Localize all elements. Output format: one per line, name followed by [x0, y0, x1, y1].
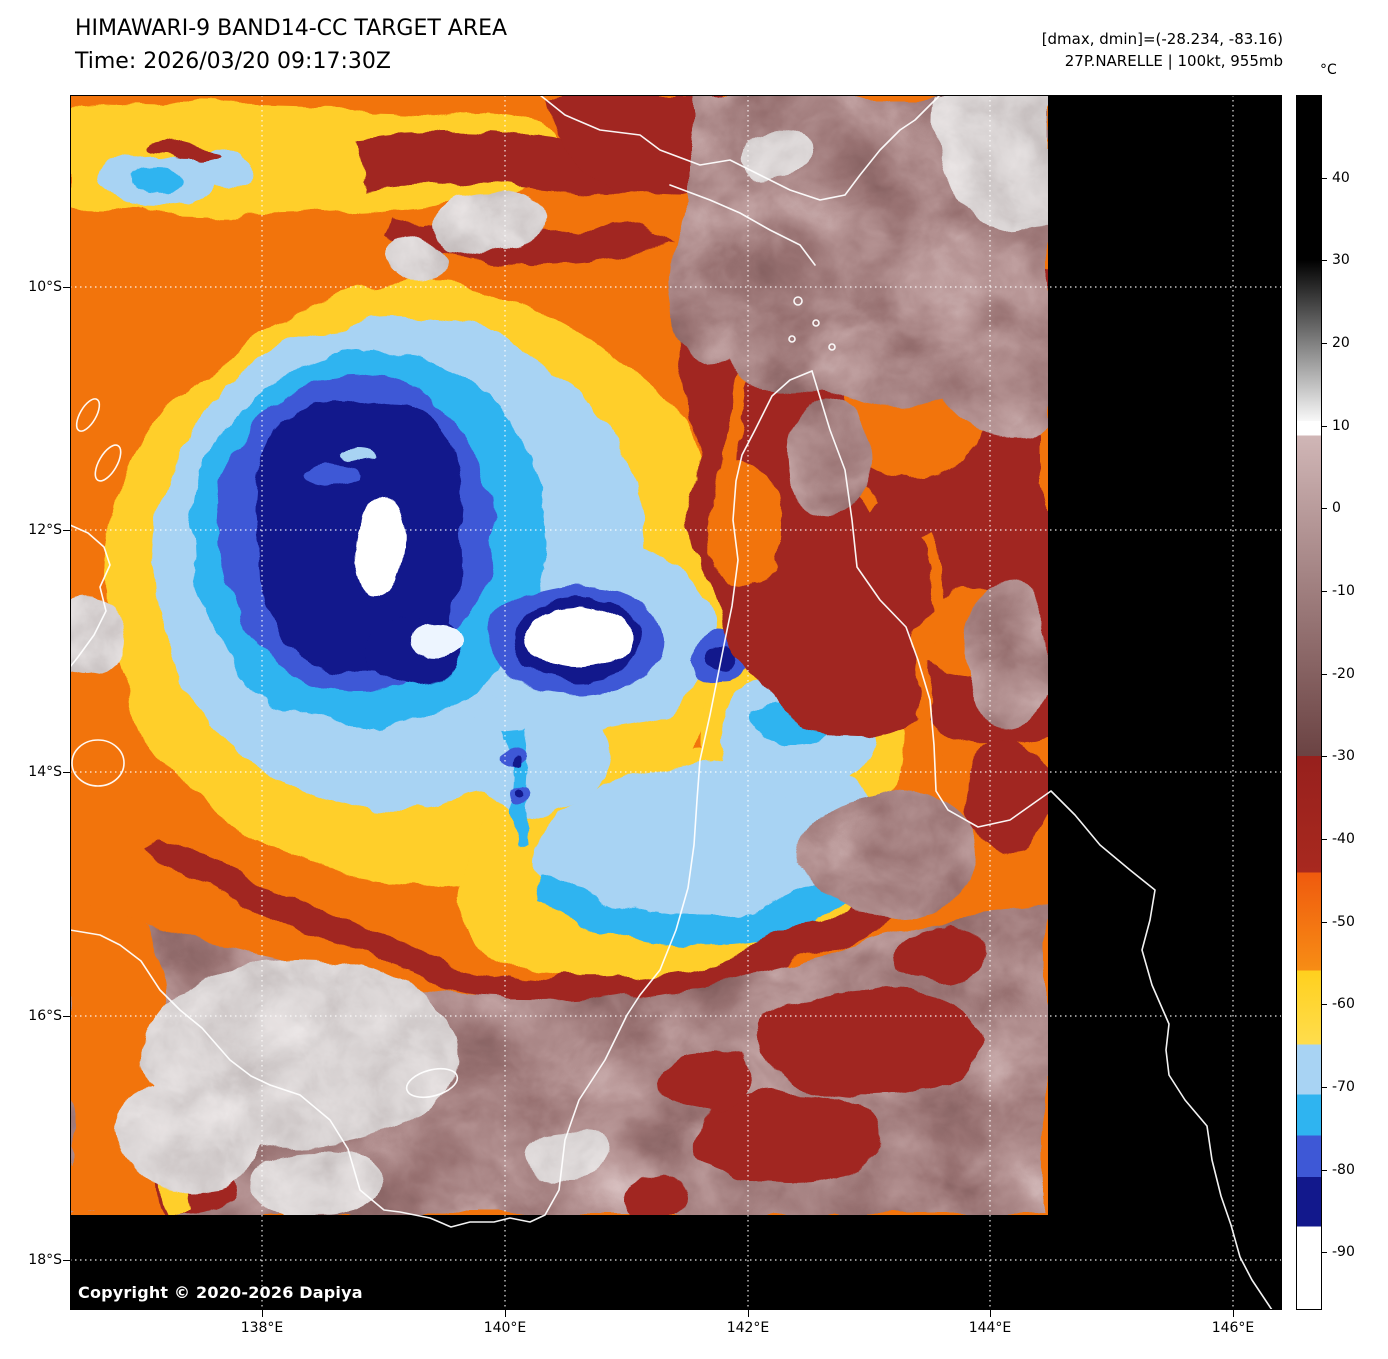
- dmax-dmin-label: [dmax, dmin]=(-28.234, -83.16): [1041, 30, 1283, 48]
- satellite-map-canvas: [70, 95, 1282, 1310]
- cloud-layer-coldcores: [304, 449, 631, 668]
- data-area: [70, 95, 1048, 1215]
- colorbar-tick-mark: [1322, 178, 1327, 179]
- graticule-gridlines: [70, 95, 1282, 1310]
- colorbar-tick-label: 10: [1332, 418, 1350, 434]
- colorbar-unit-label: °C: [1320, 62, 1337, 78]
- timestamp-label: Time: 2026/03/20 09:17:30Z: [75, 49, 391, 74]
- colorbar-tick-mark: [1322, 343, 1327, 344]
- colorbar-tick-label: 40: [1332, 170, 1350, 186]
- colorbar-tick-label: -20: [1332, 666, 1355, 682]
- x-axis-tick: [262, 1310, 263, 1317]
- x-axis-tick: [505, 1310, 506, 1317]
- lat-label-14s: 14°S: [28, 764, 62, 780]
- colorbar-tick-mark: [1322, 426, 1327, 427]
- header-block: HIMAWARI-9 BAND14-CC TARGET AREA Time: 2…: [75, 12, 507, 78]
- colorbar-tick-label: -10: [1332, 583, 1355, 599]
- header-metrics-block: [dmax, dmin]=(-28.234, -83.16) 27P.NAREL…: [1042, 28, 1283, 72]
- lat-label-18s: 18°S: [28, 1252, 62, 1268]
- colorbar-gradient: [1296, 95, 1322, 1310]
- y-axis-tick: [63, 772, 70, 773]
- copyright-watermark: Copyright © 2020-2026 Dapiya: [78, 1283, 363, 1302]
- colorbar-tick-mark: [1322, 1087, 1327, 1088]
- colorbar-tick-mark: [1322, 1170, 1327, 1171]
- colorbar-tick-label: -90: [1332, 1244, 1355, 1260]
- colorbar-tick-label: -70: [1332, 1079, 1355, 1095]
- storm-info-label: 27P.NARELLE | 100kt, 955mb: [1064, 52, 1283, 70]
- lon-label-142e: 142°E: [726, 1320, 770, 1336]
- lat-label-12s: 12°S: [28, 522, 62, 538]
- x-axis-tick: [990, 1310, 991, 1317]
- lat-label-16s: 16°S: [28, 1008, 62, 1024]
- colorbar-tick-label: -60: [1332, 996, 1355, 1012]
- page-title: HIMAWARI-9 BAND14-CC TARGET AREA: [75, 16, 508, 41]
- coastlines: [70, 95, 1273, 1310]
- lon-label-144e: 144°E: [968, 1320, 1012, 1336]
- colorbar-tick-label: 0: [1332, 500, 1341, 516]
- colorbar-tick-mark: [1322, 1004, 1327, 1005]
- colorbar-tick-label: 30: [1332, 252, 1350, 268]
- colorbar-tick-label: -30: [1332, 748, 1355, 764]
- lon-label-138e: 138°E: [240, 1320, 284, 1336]
- cloud-layer-brightgray: [70, 95, 1048, 1215]
- colorbar-tick-label: 20: [1332, 335, 1350, 351]
- satellite-map: [70, 95, 1282, 1310]
- colorbar-tick-mark: [1322, 756, 1327, 757]
- y-axis-tick: [63, 530, 70, 531]
- y-axis-tick: [63, 1016, 70, 1017]
- colorbar-tick-mark: [1322, 922, 1327, 923]
- y-axis-tick: [63, 1260, 70, 1261]
- colorbar-tick-mark: [1322, 839, 1327, 840]
- colorbar-tick-mark: [1322, 260, 1327, 261]
- x-axis-tick: [748, 1310, 749, 1317]
- colorbar-tick-label: -40: [1332, 831, 1355, 847]
- colorbar-tick-mark: [1322, 674, 1327, 675]
- colorbar-tick-label: -50: [1332, 914, 1355, 930]
- colorbar-tick-mark: [1322, 508, 1327, 509]
- lon-label-146e: 146°E: [1211, 1320, 1255, 1336]
- lat-label-10s: 10°S: [28, 279, 62, 295]
- colorbar-tick-mark: [1322, 1252, 1327, 1253]
- colorbar-tick-mark: [1322, 591, 1327, 592]
- colorbar-tick-label: -80: [1332, 1162, 1355, 1178]
- map-frame: [70, 95, 1282, 1310]
- y-axis-tick: [63, 287, 70, 288]
- x-axis-tick: [1233, 1310, 1234, 1317]
- lon-label-140e: 140°E: [483, 1320, 527, 1336]
